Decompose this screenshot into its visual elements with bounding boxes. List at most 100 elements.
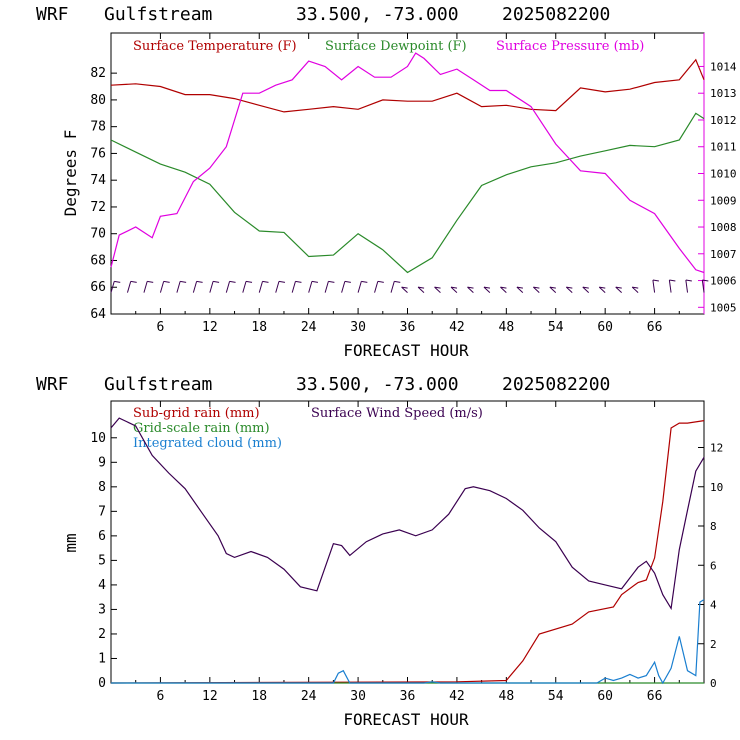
wind-barb xyxy=(192,280,203,293)
panel2-x-label: FORECAST HOUR xyxy=(343,710,469,729)
panel1-location: Gulfstream xyxy=(104,4,212,25)
y-tick-label: 6 xyxy=(98,529,106,544)
wind-barb xyxy=(159,280,170,293)
x-tick-label: 48 xyxy=(499,689,515,704)
panel1-y-label: Degrees F xyxy=(61,130,80,217)
y2-tick-label: 1012 xyxy=(710,114,737,127)
y2-tick-label: 1010 xyxy=(710,168,737,181)
wind-barbs xyxy=(110,279,709,293)
y2-tick-label: 1014 xyxy=(710,60,737,73)
y-tick-label: 3 xyxy=(98,602,106,617)
panel2-y-label: mm xyxy=(61,533,80,552)
y2-tick-label: 6 xyxy=(710,559,717,572)
panel1-date: 2025082200 xyxy=(502,4,610,25)
x-tick-label: 42 xyxy=(449,320,465,335)
panel2-y-axis: 0 1 2 3 4 5 6 7 8 9 10 xyxy=(90,431,117,691)
wind-barb xyxy=(401,286,408,293)
wind-barb xyxy=(516,286,524,293)
y-tick-label: 10 xyxy=(90,431,106,446)
wind-barb xyxy=(374,280,384,293)
y2-tick-label: 1013 xyxy=(710,87,737,100)
wind-barb xyxy=(549,286,557,293)
y-tick-label: 2 xyxy=(98,627,106,642)
y-tick-label: 66 xyxy=(90,280,106,295)
y-tick-label: 9 xyxy=(98,455,106,470)
wind-barb xyxy=(483,286,491,293)
panel1-coords: 33.500, -73.000 xyxy=(296,4,459,25)
wind-barb xyxy=(308,280,318,293)
legend-integrated-cloud: Integrated cloud (mm) xyxy=(133,436,282,451)
x-tick-label: 48 xyxy=(499,320,515,335)
wind-barb xyxy=(357,280,368,293)
x-tick-label: 54 xyxy=(548,320,564,335)
y2-tick-label: 1011 xyxy=(710,141,737,154)
series-line-surface-dewpoint-f xyxy=(110,112,705,274)
y2-tick-label: 10 xyxy=(710,481,723,494)
x-tick-label: 36 xyxy=(400,320,416,335)
y2-tick-label: 1006 xyxy=(710,275,737,288)
x-tick-label: 18 xyxy=(251,320,267,335)
wind-barb xyxy=(434,286,441,293)
y-tick-label: 68 xyxy=(90,253,106,268)
wind-barb xyxy=(417,286,425,293)
wind-barb xyxy=(258,280,269,293)
legend-surface-temperature: Surface Temperature (F) xyxy=(133,39,297,54)
x-tick-label: 24 xyxy=(301,689,317,704)
temperature-dewpoint-pressure-panel: WRF Gulfstream 33.500, -73.000 202508220… xyxy=(36,4,737,360)
series-line-surface-pressure-mb xyxy=(110,52,705,274)
wind-barb xyxy=(701,279,709,293)
y-tick-label: 72 xyxy=(90,200,106,215)
wind-barb xyxy=(390,280,401,293)
x-tick-label: 36 xyxy=(400,689,416,704)
wind-barb xyxy=(110,280,121,293)
y2-tick-label: 1008 xyxy=(710,221,737,234)
wind-barb xyxy=(631,286,639,293)
legend-surface-pressure: Surface Pressure (mb) xyxy=(496,39,644,54)
x-tick-label: 30 xyxy=(350,689,366,704)
panel1-y2-axis: 1005 1006 1007 1008 1009 1010 1011 1012 1013 1014 xyxy=(698,60,737,314)
y-tick-label: 0 xyxy=(98,676,106,691)
x-tick-label: 66 xyxy=(647,689,663,704)
x-tick-label: 60 xyxy=(597,689,613,704)
y-tick-label: 8 xyxy=(98,480,106,495)
y-tick-label: 4 xyxy=(98,578,106,593)
wind-barb xyxy=(565,286,573,293)
panel1-model: WRF xyxy=(36,4,69,25)
series-line-surface-temperature-f xyxy=(110,58,705,113)
panel2-model: WRF xyxy=(36,374,69,395)
panel1-x-label: FORECAST HOUR xyxy=(343,341,469,360)
y-tick-label: 1 xyxy=(98,651,106,666)
x-tick-label: 42 xyxy=(449,689,465,704)
wind-barb xyxy=(275,280,286,293)
series-line-integrated-cloud-mm xyxy=(111,599,705,685)
legend-gridscale-rain: Grid-scale rain (mm) xyxy=(133,421,270,436)
series-line-sub-grid-rain-mm xyxy=(110,420,705,684)
wind-barb xyxy=(652,279,659,293)
panel1-series xyxy=(110,52,705,274)
wind-barb xyxy=(209,280,220,293)
wind-barb xyxy=(598,286,606,293)
x-tick-label: 6 xyxy=(157,320,165,335)
x-tick-label: 54 xyxy=(548,689,564,704)
panel2-coords: 33.500, -73.000 xyxy=(296,374,459,395)
wind-barb xyxy=(533,286,540,293)
series-line-surface-wind-speed-m-s xyxy=(110,417,705,611)
y-tick-label: 80 xyxy=(90,93,106,108)
wind-barb xyxy=(615,286,622,293)
panel2-series xyxy=(110,417,705,685)
y2-tick-label: 2 xyxy=(710,638,717,651)
wind-barb xyxy=(225,280,236,293)
y-tick-label: 82 xyxy=(90,66,106,81)
wind-barb xyxy=(467,286,474,293)
y-tick-label: 74 xyxy=(90,173,106,188)
wind-barb xyxy=(126,280,137,293)
legend-surface-dewpoint: Surface Dewpoint (F) xyxy=(325,39,467,54)
wind-barb xyxy=(143,280,154,293)
panel1-y-axis: 64 66 68 70 72 74 76 78 80 82 xyxy=(90,66,117,322)
y2-tick-label: 1005 xyxy=(710,301,737,314)
x-tick-label: 18 xyxy=(251,689,267,704)
legend-subgrid-rain: Sub-grid rain (mm) xyxy=(133,406,260,421)
panel2-location: Gulfstream xyxy=(104,374,212,395)
y-tick-label: 5 xyxy=(98,553,106,568)
